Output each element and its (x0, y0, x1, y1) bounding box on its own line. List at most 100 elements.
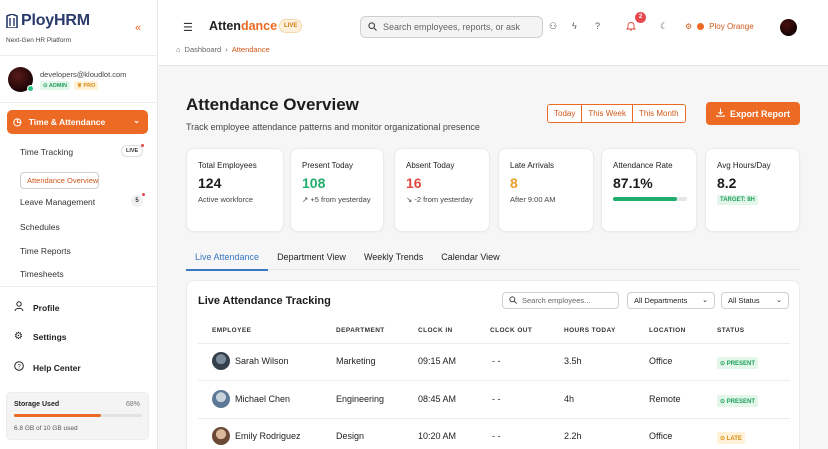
moon-icon[interactable]: ☾ (660, 21, 669, 31)
nav-settings-label: Settings (33, 331, 67, 342)
divider (0, 102, 158, 103)
tab-live-attendance[interactable]: Live Attendance (186, 248, 269, 271)
header-avatar[interactable] (780, 19, 797, 36)
tab-weekly-trends[interactable]: Weekly Trends (363, 252, 424, 262)
employee-avatar (212, 390, 230, 408)
stat-label: Attendance Rate (613, 161, 673, 170)
location: Remote (649, 394, 681, 404)
download-icon (716, 108, 725, 119)
global-search[interactable] (360, 16, 543, 38)
hours-today: 4h (564, 394, 575, 404)
subnav-time-tracking[interactable]: Time Tracking (20, 147, 74, 157)
hours-today: 3.5h (564, 356, 582, 366)
storage-bar-fill (14, 414, 102, 417)
divider (0, 55, 158, 56)
col-clock-out[interactable]: CLOCK OUT (490, 327, 533, 334)
stat-card-absent[interactable]: Absent Today 16 ↘ -2 from yesterday (394, 148, 490, 232)
row-divider (198, 380, 790, 381)
department-filter[interactable]: All Departments ⌄ (627, 292, 715, 309)
stat-value: 8.2 (717, 175, 737, 191)
attendance-rate-bar-fill (613, 197, 678, 201)
brand-name: PloyHRM (21, 12, 90, 29)
breadcrumb-home[interactable]: Dashboard (184, 45, 222, 54)
storage-bar (14, 414, 142, 417)
avatar (8, 67, 34, 92)
range-week-button[interactable]: This Week (582, 105, 633, 122)
nav-time-attendance[interactable]: ◷ Time & Attendance ⌄ (7, 110, 148, 134)
divider (0, 286, 158, 287)
employee-department: Design (336, 431, 365, 441)
nav-profile[interactable]: Profile (13, 301, 59, 314)
employee-search-input[interactable] (522, 296, 617, 305)
menu-icon[interactable]: ☰ (183, 22, 193, 34)
employee-name[interactable]: Michael Chen (235, 394, 291, 404)
panel-title: Live Attendance Tracking (198, 295, 331, 307)
stat-card-late[interactable]: Late Arrivals 8 After 9:00 AM (498, 148, 594, 232)
clock-out-time: - - (492, 394, 501, 404)
employee-department: Marketing (336, 356, 376, 366)
status-filter[interactable]: All Status ⌄ (721, 292, 789, 309)
subnav-timesheets[interactable]: Timesheets (20, 269, 64, 279)
stat-sub: ↘ -2 from yesterday (406, 195, 473, 204)
col-hours-today[interactable]: HOURS TODAY (564, 327, 616, 334)
stat-card-total-employees[interactable]: Total Employees 124 Active workforce (186, 148, 284, 232)
stat-card-attendance-rate[interactable]: Attendance Rate 87.1% (601, 148, 697, 232)
storage-detail: 6.8 GB of 10 GB used (14, 425, 78, 432)
export-report-label: Export Report (729, 108, 790, 119)
subnav-time-reports[interactable]: Time Reports (20, 246, 71, 256)
collapse-sidebar-icon[interactable]: « (135, 22, 142, 34)
col-location[interactable]: LOCATION (649, 327, 686, 334)
nav-settings[interactable]: ⚙ Settings (13, 331, 67, 342)
user-card[interactable]: developers@kloudlot.com ⊙ ADMIN ♕ PRO (8, 67, 126, 92)
range-month-button[interactable]: This Month (633, 105, 685, 122)
col-employee[interactable]: EMPLOYEE (212, 327, 252, 334)
user-icon (13, 301, 24, 314)
stat-value: 87.1% (613, 175, 653, 191)
admin-badge: ⊙ ADMIN (40, 81, 70, 90)
employee-search[interactable] (502, 292, 619, 309)
chevron-down-icon: ⌄ (776, 297, 782, 304)
status-badge: ⊙ PRESENT (717, 395, 759, 407)
stat-card-avg-hours[interactable]: Avg Hours/Day 8.2 TARGET: 8H (705, 148, 800, 232)
range-today-button[interactable]: Today (548, 105, 583, 122)
stat-sub: ↗ +5 from yesterday (302, 195, 371, 204)
col-clock-in[interactable]: CLOCK IN (418, 327, 453, 334)
subnav-schedules[interactable]: Schedules (20, 222, 60, 232)
tab-calendar-view[interactable]: Calendar View (441, 252, 500, 262)
home-icon: ⌂ (176, 45, 181, 54)
brand[interactable]: PloyHRM (6, 12, 90, 30)
stat-value: 8 (510, 175, 518, 191)
location: Office (649, 431, 673, 441)
tab-department-view[interactable]: Department View (277, 252, 346, 262)
stat-label: Present Today (302, 161, 353, 170)
user-switch-icon[interactable]: ⚇ (549, 21, 558, 31)
employee-name[interactable]: Sarah Wilson (235, 356, 289, 366)
help-icon[interactable]: ? (595, 21, 601, 31)
bell-icon[interactable] (625, 21, 637, 33)
stat-value: 16 (406, 175, 422, 191)
stat-value: 124 (198, 175, 222, 191)
export-report-button[interactable]: Export Report (706, 102, 800, 125)
subnav-attendance-overview[interactable]: Attendance Overview (20, 172, 100, 189)
stat-card-present[interactable]: Present Today 108 ↗ +5 from yesterday (290, 148, 384, 232)
stat-label: Total Employees (198, 161, 257, 170)
org-switcher[interactable]: ⚙ Ploy Orange (685, 22, 754, 31)
status-badge: ⊙ PRESENT (717, 357, 759, 369)
leave-count-badge: 5 (131, 193, 145, 207)
col-status[interactable]: STATUS (717, 327, 745, 334)
employee-name[interactable]: Emily Rodriguez (235, 431, 301, 441)
nav-help-center[interactable]: ? Help Center (13, 361, 81, 374)
employee-avatar (212, 427, 230, 445)
subnav-leave-management[interactable]: Leave Management (20, 197, 96, 207)
nav-profile-label: Profile (33, 302, 60, 313)
lightning-icon[interactable]: ϟ (572, 21, 577, 31)
page-title: Attendance Overview (186, 95, 359, 114)
gear-icon: ⚙ (14, 331, 23, 342)
org-color-dot (697, 23, 705, 30)
user-email: developers@kloudlot.com (40, 70, 127, 79)
global-search-input[interactable] (383, 22, 533, 32)
col-department[interactable]: DEPARTMENT (336, 327, 385, 334)
date-range-selector: Today This Week This Month (547, 104, 686, 123)
stat-label: Avg Hours/Day (717, 161, 771, 170)
clock-icon: ◷ (13, 116, 22, 128)
